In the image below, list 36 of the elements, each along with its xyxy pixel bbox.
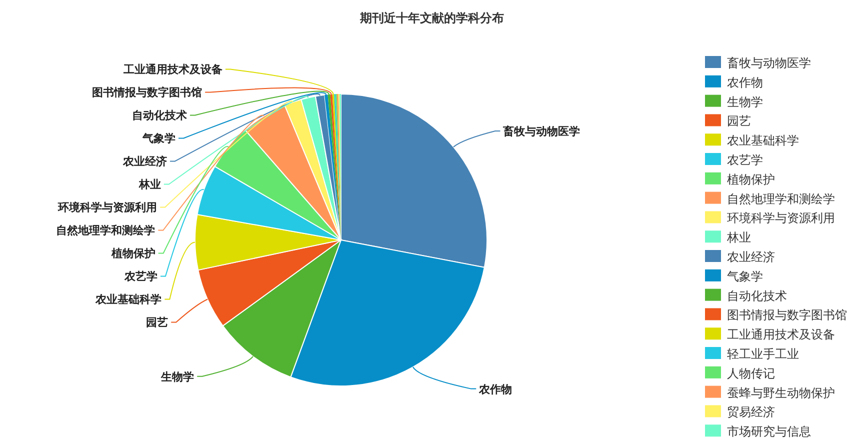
legend-label: 农作物	[727, 75, 763, 90]
slice-label: 气象学	[142, 132, 176, 146]
legend-label: 自动化技术	[727, 288, 787, 303]
legend-label: 林业	[726, 230, 751, 245]
legend-label: 蚕蜂与野生动物保护	[727, 386, 835, 400]
chart-title: 期刊近十年文献的学科分布	[359, 11, 504, 25]
slice-label: 自然地理学和测绘学	[56, 224, 156, 238]
legend-label: 畜牧与动物医学	[727, 56, 811, 70]
slice-label: 林业	[138, 178, 161, 192]
legend-label: 轻工业手工业	[727, 347, 799, 361]
slice-label: 植物保护	[110, 247, 156, 260]
legend-label: 工业通用技术及设备	[727, 328, 835, 342]
slice-label: 生物学	[160, 370, 194, 384]
legend-label: 农业经济	[727, 250, 775, 264]
legend-label: 植物保护	[727, 172, 775, 186]
legend-label: 人物传记	[727, 366, 775, 380]
slice-label: 农业基础科学	[94, 293, 162, 306]
slice-label: 农业经济	[122, 155, 167, 168]
slice-label: 工业通用技术及设备	[122, 63, 222, 76]
legend-label: 农艺学	[727, 153, 763, 167]
legend-label: 生物学	[727, 94, 763, 109]
slice-label: 自动化技术	[132, 109, 187, 122]
slice-label: 农艺学	[123, 270, 158, 284]
legend-label: 贸易经济	[727, 405, 775, 420]
legend-label: 农业基础科学	[727, 134, 799, 148]
slice-label: 图书情报与数字图书馆	[92, 86, 202, 100]
slice-label: 农作物	[478, 382, 512, 396]
slice-label: 畜牧与动物医学	[502, 125, 580, 138]
legend-label: 图书情报与数字图书馆	[727, 308, 847, 322]
slice-label: 环境科学与资源利用	[57, 201, 158, 214]
legend-label: 市场研究与信息	[727, 424, 811, 438]
slice-label: 园艺	[146, 316, 168, 330]
legend-label: 气象学	[727, 269, 763, 284]
legend-label: 园艺	[727, 114, 751, 128]
legend-label: 环境科学与资源利用	[727, 211, 835, 226]
legend-label: 自然地理学和测绘学	[727, 192, 835, 206]
